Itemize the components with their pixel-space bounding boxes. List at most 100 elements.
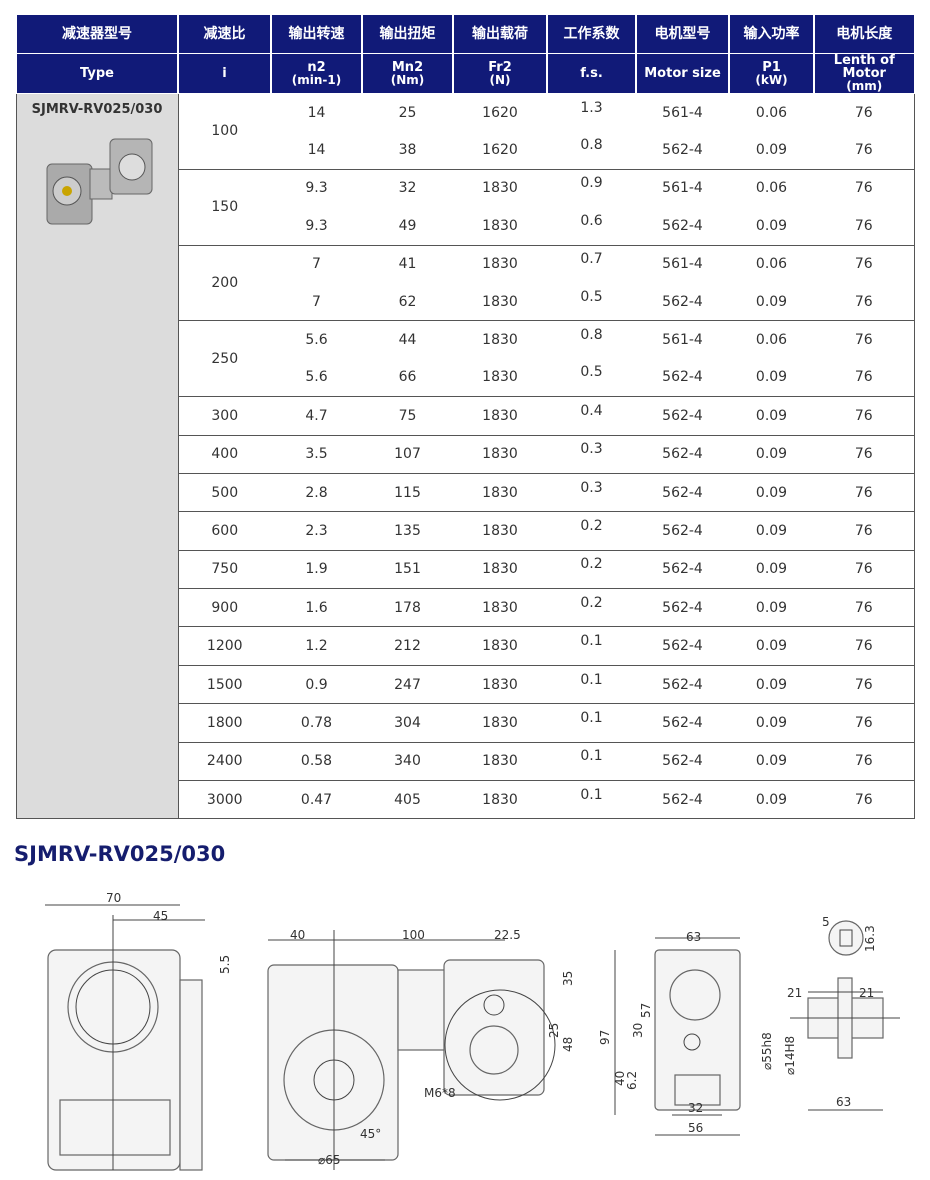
cell-value: 0.2 [580, 517, 603, 534]
cell-value: 1830 [482, 256, 518, 273]
side-view [45, 904, 205, 1171]
cell-value: 562-4 [662, 561, 703, 578]
cell-value: 0.58 [300, 753, 333, 770]
cell-value: 1.6 [305, 599, 328, 616]
cell-value: 0.06 [755, 104, 788, 121]
ratio-cell: 600 [178, 511, 271, 551]
cell-value: 0.09 [755, 714, 788, 731]
value-cell: 1830 [453, 434, 547, 474]
cell-value: 107 [394, 446, 421, 463]
type-cell: SJMRV-RV025/030 [15, 92, 179, 820]
cell-value: 340 [394, 753, 421, 770]
cell-value: 1.2 [305, 638, 328, 655]
cell-value: 0.1 [580, 709, 603, 726]
cell-value: 0.09 [755, 484, 788, 501]
shaft-view [790, 920, 900, 1111]
cell-value: 562-4 [662, 522, 703, 539]
value-cell: 76 [814, 93, 915, 132]
value-cell: 178 [362, 588, 453, 627]
value-cell: 562-4 [636, 359, 729, 397]
value-cell: 1.6 [271, 588, 362, 627]
table-row: 900 1.6 178 1830 0.2 562-4 0.09 76 [16, 588, 915, 627]
value-cell: 0.09 [729, 703, 814, 743]
ratio-cell: 1800 [178, 703, 271, 743]
value-cell: 76 [814, 472, 915, 512]
ratio-cell: 100 [178, 93, 271, 170]
cell-value: 0.6 [580, 212, 603, 229]
value-cell: 7 [271, 244, 362, 283]
dim-label: 35 [561, 971, 575, 986]
value-cell: 76 [814, 282, 915, 321]
cell-value: 561-4 [662, 256, 703, 273]
value-cell: 0.09 [729, 741, 814, 781]
dim-label: 70 [106, 891, 121, 905]
table-row: 500 2.8 115 1830 0.3 562-4 0.09 76 [16, 472, 915, 512]
cell-value: 1830 [482, 407, 518, 424]
cell-value: 1830 [482, 638, 518, 655]
cell-value: 562-4 [662, 217, 703, 234]
value-cell: 1830 [453, 588, 547, 627]
value-cell: 76 [814, 664, 915, 704]
dim-label: 6.2 [625, 1071, 639, 1090]
value-cell: 76 [814, 780, 915, 820]
header-en-unit: (Nm) [390, 72, 425, 87]
value-cell: 0.5 [547, 283, 636, 321]
cell-value: 562-4 [662, 407, 703, 424]
value-cell: 0.8 [547, 131, 636, 169]
header-en: Motor size [635, 53, 730, 94]
dim-label: ⌀65 [318, 1153, 341, 1167]
cell-value: 0.3 [580, 441, 603, 458]
cell-value: 1.9 [305, 561, 328, 578]
cell-value: 0.9 [305, 676, 328, 693]
dim-label: 16.3 [863, 925, 877, 952]
header-cn: 输出转速 [270, 14, 363, 54]
cell-value: 0.09 [755, 446, 788, 463]
cell-value: 1830 [482, 676, 518, 693]
value-cell: 247 [362, 664, 453, 704]
value-cell: 7 [271, 283, 362, 321]
value-cell: 561-4 [636, 168, 729, 208]
cell-value: 0.09 [755, 791, 788, 808]
ratio-cell: 250 [178, 320, 271, 397]
cell-value: 75 [398, 407, 417, 424]
dim-label: 5 [822, 915, 830, 929]
value-cell: 76 [814, 741, 915, 781]
cell-value: 32 [398, 180, 417, 197]
cell-value: 562-4 [662, 369, 703, 386]
value-cell: 38 [362, 131, 453, 169]
dim-label: M6*8 [424, 1086, 456, 1100]
value-cell: 1830 [453, 664, 547, 704]
cell-value: 135 [394, 522, 421, 539]
dim-label: ⌀55h8 [760, 1032, 774, 1070]
gearbox-image [46, 138, 153, 225]
value-cell: 76 [814, 549, 915, 589]
cell-value: 562-4 [662, 753, 703, 770]
dimension-drawings: 70 45 40 100 22.5 5.5 35 25 48 M6*8 45° … [45, 891, 900, 1171]
dim-label: 48 [561, 1037, 575, 1052]
value-cell: 1.2 [271, 626, 362, 666]
cell-value: 178 [394, 599, 421, 616]
cell-value: 0.47 [300, 791, 333, 808]
value-cell: 0.7 [547, 244, 636, 283]
value-cell: 76 [814, 131, 915, 170]
cell-value: 76 [854, 791, 873, 808]
value-cell: 1830 [453, 207, 547, 245]
header-en: f.s. [546, 53, 637, 94]
cell-value: 562-4 [662, 638, 703, 655]
cell-value: 561-4 [662, 332, 703, 349]
drawing-title: SJMRV-RV025/030 [14, 842, 226, 866]
cell-value: 0.2 [580, 556, 603, 573]
cell-value: 247 [394, 676, 421, 693]
cell-value: 562-4 [662, 714, 703, 731]
cell-value: 76 [854, 256, 873, 273]
value-cell: 562-4 [636, 588, 729, 627]
value-cell: 2.3 [271, 511, 362, 551]
value-cell: 1620 [453, 131, 547, 169]
cell-value: 4.7 [305, 407, 328, 424]
value-cell: 561-4 [636, 244, 729, 283]
value-cell: 49 [362, 207, 453, 245]
table-row: 400 3.5 107 1830 0.3 562-4 0.09 76 [16, 434, 915, 474]
value-cell: 562-4 [636, 131, 729, 169]
value-cell: 0.1 [547, 664, 636, 704]
cell-value: 0.7 [580, 251, 603, 268]
